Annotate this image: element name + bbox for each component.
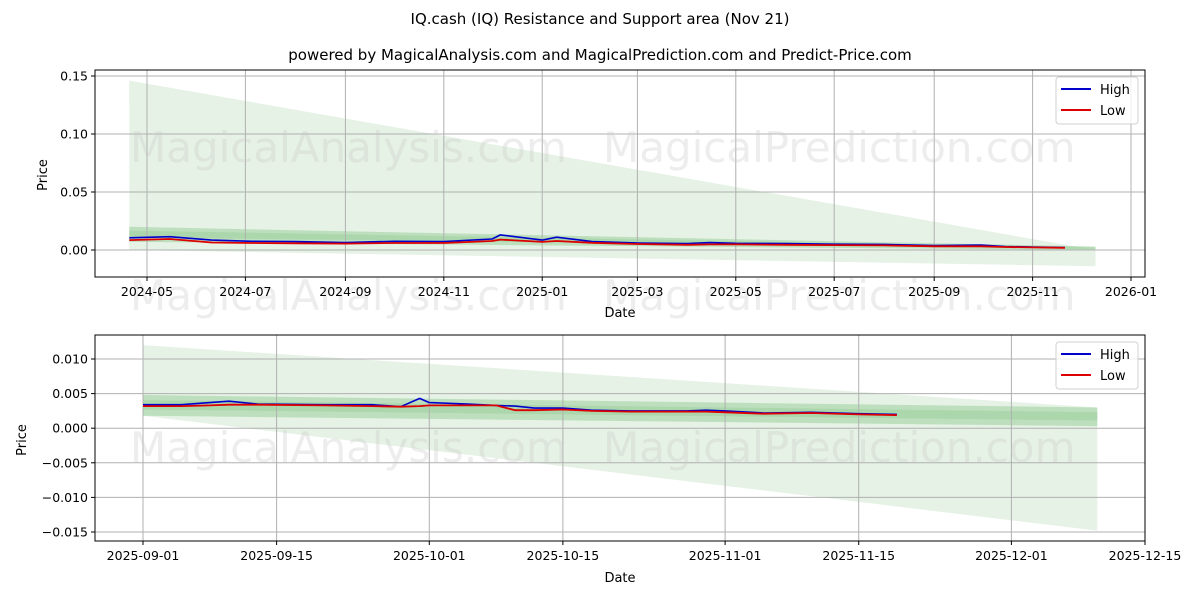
watermark-analysis-3: MagicalAnalysis.com — [130, 423, 567, 472]
y-tick-label: 0.05 — [60, 185, 88, 200]
y-tick-label: 0.005 — [52, 386, 88, 401]
bottom-y-axis: −0.015 −0.010 −0.005 0.000 0.005 0.010 — [42, 352, 95, 540]
y-tick-label: 0.010 — [52, 352, 88, 367]
watermark-prediction-2: MagicalPrediction.com — [603, 271, 1076, 320]
bottom-grid — [95, 335, 1146, 541]
top-bands — [129, 80, 1096, 267]
x-tick-label: 2025-12-01 — [975, 548, 1048, 563]
y-tick-label: 0.10 — [60, 127, 88, 142]
x-tick-label: 2025-05 — [710, 284, 762, 299]
bottom-x-label: Date — [604, 571, 635, 586]
top-plot: MagicalAnalysis.com MagicalPrediction.co… — [36, 69, 1157, 322]
x-tick-label: 2026-01 — [1105, 284, 1157, 299]
x-tick-label: 2025-12-15 — [1109, 548, 1182, 563]
watermark-analysis: MagicalAnalysis.com — [130, 123, 567, 172]
chart-subtitle: powered by MagicalAnalysis.com and Magic… — [288, 46, 912, 64]
x-tick-label: 2024-09 — [319, 284, 371, 299]
series-low — [129, 238, 1065, 249]
y-tick-label: 0.00 — [60, 243, 88, 258]
top-x-axis: 2024-05 2024-07 2024-09 2024-11 2025-01 2025-… — [121, 277, 1157, 299]
top-y-axis: 0.00 0.05 0.10 0.15 — [60, 69, 95, 258]
x-tick-label: 2025-11-15 — [822, 548, 895, 563]
x-tick-label: 2025-09-01 — [107, 548, 180, 563]
x-tick-label: 2025-10-01 — [393, 548, 466, 563]
y-tick-label: 0.000 — [52, 421, 88, 436]
top-legend: High Low — [1055, 76, 1139, 125]
x-tick-label: 2025-10-15 — [527, 548, 600, 563]
bottom-x-axis: 2025-09-01 2025-09-15 2025-10-01 2025-10-15… — [107, 541, 1182, 563]
band-0 — [129, 80, 1096, 267]
x-tick-label: 2025-01 — [516, 284, 568, 299]
y-tick-label: 0.15 — [60, 69, 88, 84]
x-tick-label: 2024-05 — [121, 284, 173, 299]
top-y-label: Price — [36, 159, 51, 191]
legend-low-label: Low — [1100, 369, 1126, 384]
x-tick-label: 2025-11 — [1006, 284, 1058, 299]
top-plot-frame — [94, 69, 1146, 278]
x-tick-label: 2025-09-15 — [240, 548, 313, 563]
legend-high-label: High — [1100, 348, 1130, 363]
x-tick-label: 2025-09 — [908, 284, 960, 299]
y-tick-label: −0.010 — [42, 490, 88, 505]
x-tick-label: 2025-07 — [808, 284, 860, 299]
bottom-legend: High Low — [1055, 341, 1139, 390]
bottom-plot: MagicalAnalysis.com MagicalPrediction.co… — [15, 334, 1182, 586]
legend-high-label: High — [1100, 83, 1130, 98]
bottom-plot-frame — [94, 334, 1146, 542]
y-tick-label: −0.005 — [42, 455, 88, 470]
x-tick-label: 2024-07 — [219, 284, 271, 299]
y-tick-label: −0.015 — [42, 525, 88, 540]
top-x-label: Date — [604, 306, 635, 321]
chart-title: IQ.cash (IQ) Resistance and Support area… — [410, 10, 790, 28]
legend-low-label: Low — [1100, 104, 1126, 119]
series-low — [143, 403, 897, 416]
bottom-lines — [143, 397, 897, 416]
x-tick-label: 2025-03 — [611, 284, 663, 299]
x-tick-label: 2024-11 — [418, 284, 470, 299]
bottom-y-label: Price — [15, 424, 30, 456]
watermark-prediction: MagicalPrediction.com — [603, 123, 1076, 172]
top-lines — [129, 234, 1065, 249]
x-tick-label: 2025-11-01 — [689, 548, 762, 563]
watermark-analysis-2: MagicalAnalysis.com — [130, 271, 567, 320]
watermark-prediction-3: MagicalPrediction.com — [603, 423, 1076, 472]
